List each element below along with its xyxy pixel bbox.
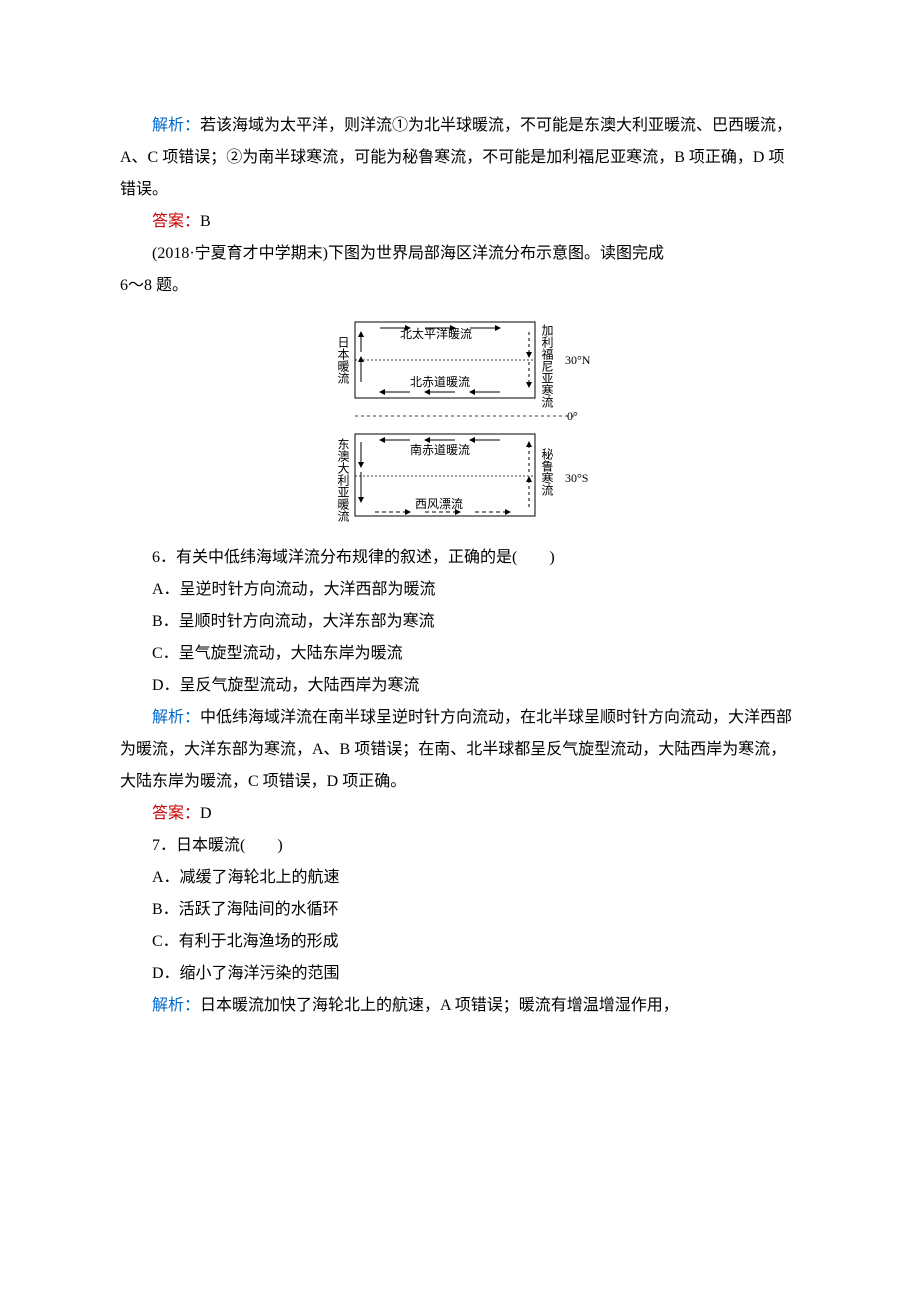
- analysis-label: 解析：: [152, 709, 200, 726]
- lat-30s: 30°S: [565, 471, 588, 485]
- label-neq-current: 北赤道暖流: [410, 375, 470, 389]
- q6-optA: A．呈逆时针方向流动，大洋西部为暖流: [120, 574, 800, 606]
- label-california-current: 加利福尼亚寒流: [540, 324, 554, 408]
- q6-analysis: 解析：中低纬海域洋流在南半球呈逆时针方向流动，在北半球呈顺时针方向流动，大洋西部…: [120, 702, 800, 798]
- intro-68-line2: 6～8 题。: [120, 270, 800, 302]
- analysis-text: 若该海域为太平洋，则洋流①为北半球暖流，不可能是东澳大利亚暖流、巴西暖流，A、C…: [120, 117, 792, 198]
- q7-stem: 7．日本暖流( ): [120, 830, 800, 862]
- q7-optC: C．有利于北海渔场的形成: [120, 926, 800, 958]
- q5-analysis: 解析：若该海域为太平洋，则洋流①为北半球暖流，不可能是东澳大利亚暖流、巴西暖流，…: [120, 110, 800, 206]
- q6-stem: 6．有关中低纬海域洋流分布规律的叙述，正确的是( ): [120, 542, 800, 574]
- lat-0: 0°: [567, 409, 578, 423]
- label-wwd-current: 西风漂流: [415, 497, 463, 511]
- q6-text: 有关中低纬海域洋流分布规律的叙述，正确的是( ): [176, 549, 555, 566]
- page: 解析：若该海域为太平洋，则洋流①为北半球暖流，不可能是东澳大利亚暖流、巴西暖流，…: [0, 0, 920, 1302]
- analysis-label: 解析：: [152, 997, 200, 1014]
- q7-optA: A．减缓了海轮北上的航速: [120, 862, 800, 894]
- q6-optD: D．呈反气旋型流动，大陆西岸为寒流: [120, 670, 800, 702]
- q7-number: 7．: [152, 837, 176, 854]
- answer-value: D: [200, 805, 212, 822]
- answer-value: B: [200, 213, 211, 230]
- q6-optC: C．呈气旋型流动，大陆东岸为暖流: [120, 638, 800, 670]
- q7-optB: B．活跃了海陆间的水循环: [120, 894, 800, 926]
- intro-68-line1: (2018·宁夏育才中学期末)下图为世界局部海区洋流分布示意图。读图完成: [120, 238, 800, 270]
- q7-analysis: 解析：日本暖流加快了海轮北上的航速，A 项错误；暖流有增温增湿作用，: [120, 990, 800, 1022]
- q6-number: 6．: [152, 549, 176, 566]
- analysis-label: 解析：: [152, 117, 200, 134]
- q7-optD: D．缩小了海洋污染的范围: [120, 958, 800, 990]
- answer-label: 答案：: [152, 805, 200, 822]
- label-japan-current: 日本暖流: [336, 336, 350, 384]
- analysis-text: 日本暖流加快了海轮北上的航速，A 项错误；暖流有增温增湿作用，: [200, 997, 679, 1014]
- q6-optB: B．呈顺时针方向流动，大洋东部为寒流: [120, 606, 800, 638]
- lat-30n: 30°N: [565, 353, 591, 367]
- label-eaus-current: 东澳大利亚暖流: [336, 438, 350, 522]
- ocean-current-diagram: 日本暖流 东澳大利亚暖流 加利福尼亚寒流 秘鲁寒流 30°N 0° 30°S 北…: [315, 312, 605, 532]
- analysis-text: 中低纬海域洋流在南半球呈逆时针方向流动，在北半球呈顺时针方向流动，大洋西部为暖流…: [120, 709, 792, 790]
- answer-label: 答案：: [152, 213, 200, 230]
- q5-answer: 答案：B: [120, 206, 800, 238]
- q7-text: 日本暖流( ): [176, 837, 283, 854]
- label-peru-current: 秘鲁寒流: [540, 448, 554, 496]
- q6-answer: 答案：D: [120, 798, 800, 830]
- label-seq-current: 南赤道暖流: [410, 442, 470, 457]
